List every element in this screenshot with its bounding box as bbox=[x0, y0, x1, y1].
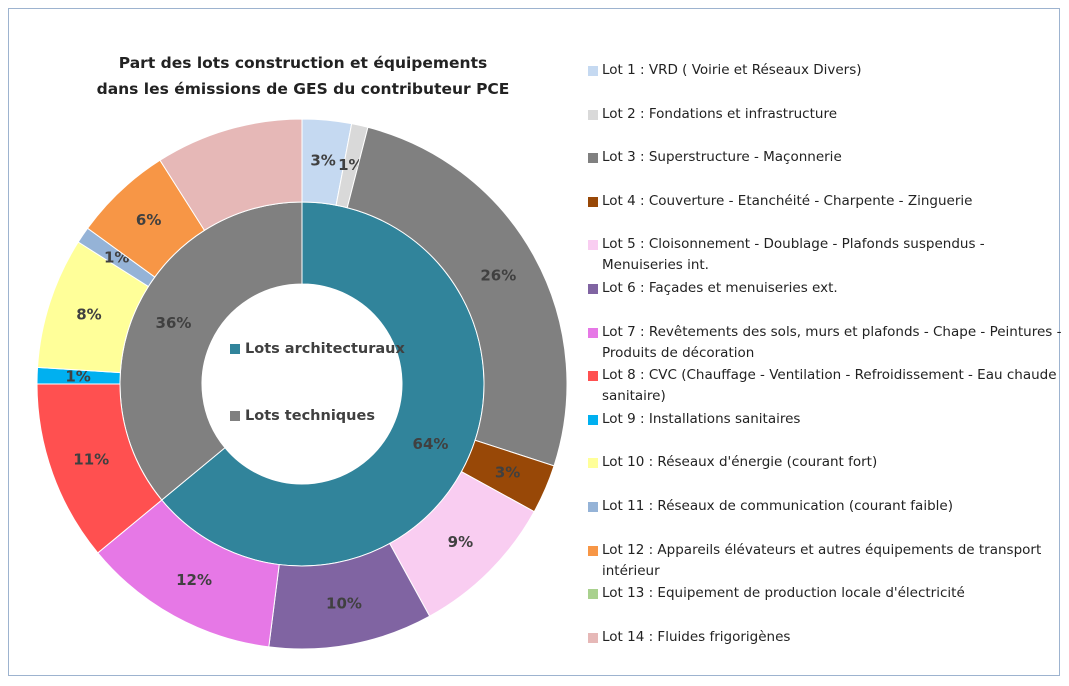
legend-swatch bbox=[588, 66, 598, 76]
legend-item: Lot 12 : Appareils élévateurs et autres … bbox=[588, 540, 1066, 582]
legend-label: Lot 1 : VRD ( Voirie et Réseaux Divers) bbox=[602, 62, 862, 78]
legend-item: Lot 8 : CVC (Chauffage - Ventilation - R… bbox=[588, 365, 1066, 407]
data-label: 10% bbox=[326, 595, 362, 613]
legend-label: Lot 9 : Installations sanitaires bbox=[602, 410, 801, 427]
data-label: 8% bbox=[76, 305, 101, 323]
legend-item: Lot 9 : Installations sanitaires bbox=[588, 409, 1066, 430]
data-label: 9% bbox=[448, 533, 473, 551]
legend-label: Lot 11 : Réseaux de communication (coura… bbox=[602, 498, 953, 514]
chart-frame bbox=[8, 8, 1060, 676]
data-label: 26% bbox=[480, 267, 516, 285]
data-label: 1% bbox=[65, 367, 90, 385]
data-label: 12% bbox=[176, 571, 212, 589]
legend-swatch bbox=[588, 371, 598, 382]
legend-swatch bbox=[588, 153, 598, 164]
legend-swatch bbox=[588, 589, 598, 600]
legend-item: Lot 14 : Fluides frigorigènes bbox=[588, 627, 1066, 648]
legend-swatch bbox=[230, 344, 240, 354]
legend-swatch bbox=[588, 458, 598, 469]
legend-item: Lot 1 : VRD ( Voirie et Réseaux Divers) bbox=[588, 60, 1066, 81]
data-label: 64% bbox=[413, 435, 449, 453]
legend-label: Lot 14 : Fluides frigorigènes bbox=[602, 628, 791, 645]
legend-label: Lot 8 : CVC (Chauffage - Ventilation - R… bbox=[602, 367, 1057, 405]
data-label: 6% bbox=[136, 211, 161, 229]
legend-label: Lot 4 : Couverture - Etanchéité - Charpe… bbox=[602, 192, 973, 209]
legend-item: Lot 2 : Fondations et infrastructure bbox=[588, 104, 1066, 125]
data-label: 11% bbox=[73, 450, 109, 468]
legend-swatch bbox=[588, 545, 598, 556]
legend-swatch bbox=[588, 109, 598, 120]
slice bbox=[159, 118, 303, 232]
legend-label: Lots architecturaux bbox=[245, 341, 406, 357]
legend-label: Lot 6 : Façades et menuiseries ext. bbox=[602, 280, 838, 296]
legend-item: Lot 6 : Façades et menuiseries ext. bbox=[588, 278, 1066, 299]
legend-item: Lot 5 : Cloisonnement - Doublage - Plafo… bbox=[588, 234, 1066, 276]
data-label: 3% bbox=[310, 151, 335, 169]
data-label: 36% bbox=[156, 314, 192, 332]
legend-swatch bbox=[588, 327, 598, 338]
slice bbox=[346, 126, 568, 467]
legend-swatch bbox=[588, 240, 598, 251]
legend-swatch bbox=[588, 196, 598, 207]
legend-item: Lot 3 : Superstructure - Maçonnerie bbox=[588, 147, 1066, 168]
legend-label: Lot 12 : Appareils élévateurs et autres … bbox=[602, 541, 1042, 579]
legend-label: Lot 10 : Réseaux d'énergie (courant fort… bbox=[602, 454, 878, 471]
legend-label: Lot 2 : Fondations et infrastructure bbox=[602, 105, 838, 122]
legend-label: Lot 13 : Equipement de production locale… bbox=[602, 585, 965, 602]
legend-swatch bbox=[230, 411, 240, 421]
data-label: 3% bbox=[495, 463, 520, 481]
legend-item: Lot 13 : Equipement de production locale… bbox=[588, 583, 1066, 604]
chart-title: Part des lots construction et équipement… bbox=[96, 54, 510, 98]
legend-item: Lot 10 : Réseaux d'énergie (courant fort… bbox=[588, 452, 1066, 473]
legend-swatch bbox=[588, 502, 598, 512]
legend-label: Lot 5 : Cloisonnement - Doublage - Plafo… bbox=[602, 236, 985, 274]
legend-label: Lots techniques bbox=[245, 408, 375, 424]
legend-swatch bbox=[588, 414, 598, 425]
legend-label: Lot 3 : Superstructure - Maçonnerie bbox=[602, 149, 842, 166]
legend-item: Lot 4 : Couverture - Etanchéité - Charpe… bbox=[588, 191, 1066, 212]
legend-swatch bbox=[588, 632, 598, 643]
legend-item: Lot 7 : Revêtements des sols, murs et pl… bbox=[588, 322, 1066, 364]
legend-label: Lot 7 : Revêtements des sols, murs et pl… bbox=[602, 323, 1062, 361]
legend-item: Lot 11 : Réseaux de communication (coura… bbox=[588, 496, 1066, 517]
legend-swatch bbox=[588, 284, 598, 294]
